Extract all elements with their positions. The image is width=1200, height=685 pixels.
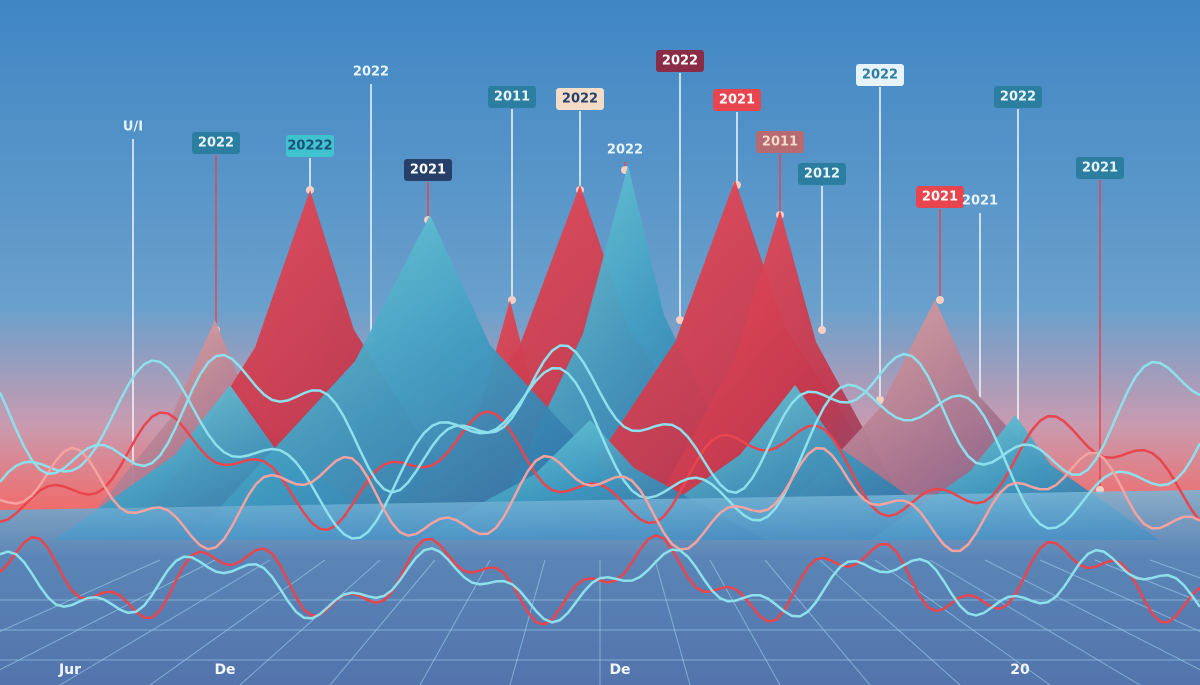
mountain: [190, 215, 670, 540]
pole-dot: [508, 296, 516, 304]
tag-label: 2022: [353, 65, 389, 80]
wave-line: [0, 446, 1200, 553]
tag-label: 2022: [607, 143, 643, 158]
wave-line: [0, 344, 1200, 495]
tag-label: 2022: [562, 92, 598, 107]
axis-label: 20: [1010, 662, 1030, 678]
tag-box: [556, 88, 604, 110]
tag-label: 2021: [719, 93, 755, 108]
tag-label: 20222: [287, 139, 332, 154]
tag-box: [488, 86, 536, 108]
tags: U/I 2022 20222 2022 2021 2011 2022 2022 2022 2021…: [123, 50, 1124, 209]
wave-line: [0, 359, 1200, 540]
grid-line: [509, 559, 546, 685]
wave-line: [0, 533, 1200, 626]
grid-line: [0, 559, 216, 671]
axis-labels: Jur De De 20: [58, 662, 1030, 678]
grid-line: [0, 559, 161, 632]
tag-label: U/I: [123, 120, 143, 135]
tag-label: 2021: [962, 194, 998, 209]
grid-line: [984, 559, 1200, 671]
tag-box: [286, 135, 334, 157]
tag-box: [798, 163, 846, 185]
grid-line: [929, 559, 1141, 685]
tag-label: 2021: [1082, 161, 1118, 176]
wave-lines: [0, 344, 1200, 626]
tag-label: 2012: [804, 167, 840, 182]
grid-line: [59, 559, 271, 685]
axis-label: Jur: [58, 662, 81, 678]
tag-label: 2022: [1000, 90, 1036, 105]
floor-grid: [0, 559, 1200, 685]
tag-box: [994, 86, 1042, 108]
tag-label: 2022: [198, 136, 234, 151]
tag-box: [916, 186, 964, 208]
tag-label: 2021: [410, 163, 446, 178]
grid-line: [874, 559, 1051, 685]
tag-label: 2011: [762, 135, 798, 150]
grid-line: [1039, 559, 1200, 632]
grid-line: [709, 559, 781, 685]
tag-box: [856, 64, 904, 86]
tag-label: 2011: [494, 90, 530, 105]
grid-line: [329, 559, 436, 685]
grid-line: [654, 559, 691, 685]
axis-label: De: [214, 662, 235, 678]
grid-line: [419, 559, 491, 685]
wave-line: [0, 546, 1200, 624]
pole-dot: [676, 316, 684, 324]
tag-box: [756, 131, 804, 153]
grid-line: [819, 559, 961, 685]
grid-line: [764, 559, 871, 685]
tag-box: [404, 159, 452, 181]
tag-box: [656, 50, 704, 72]
grid-line: [149, 559, 326, 685]
tag-box: [713, 89, 761, 111]
tag-box: [192, 132, 240, 154]
axis-label: De: [609, 662, 630, 678]
tag-label: 2021: [922, 190, 958, 205]
pole-dot: [936, 296, 944, 304]
tag-box: [1076, 157, 1124, 179]
tag-label: 2022: [862, 68, 898, 83]
pole-dot: [818, 326, 826, 334]
tag-label: 2022: [662, 54, 698, 69]
grid-line: [239, 559, 381, 685]
grid-line: [1094, 559, 1200, 603]
